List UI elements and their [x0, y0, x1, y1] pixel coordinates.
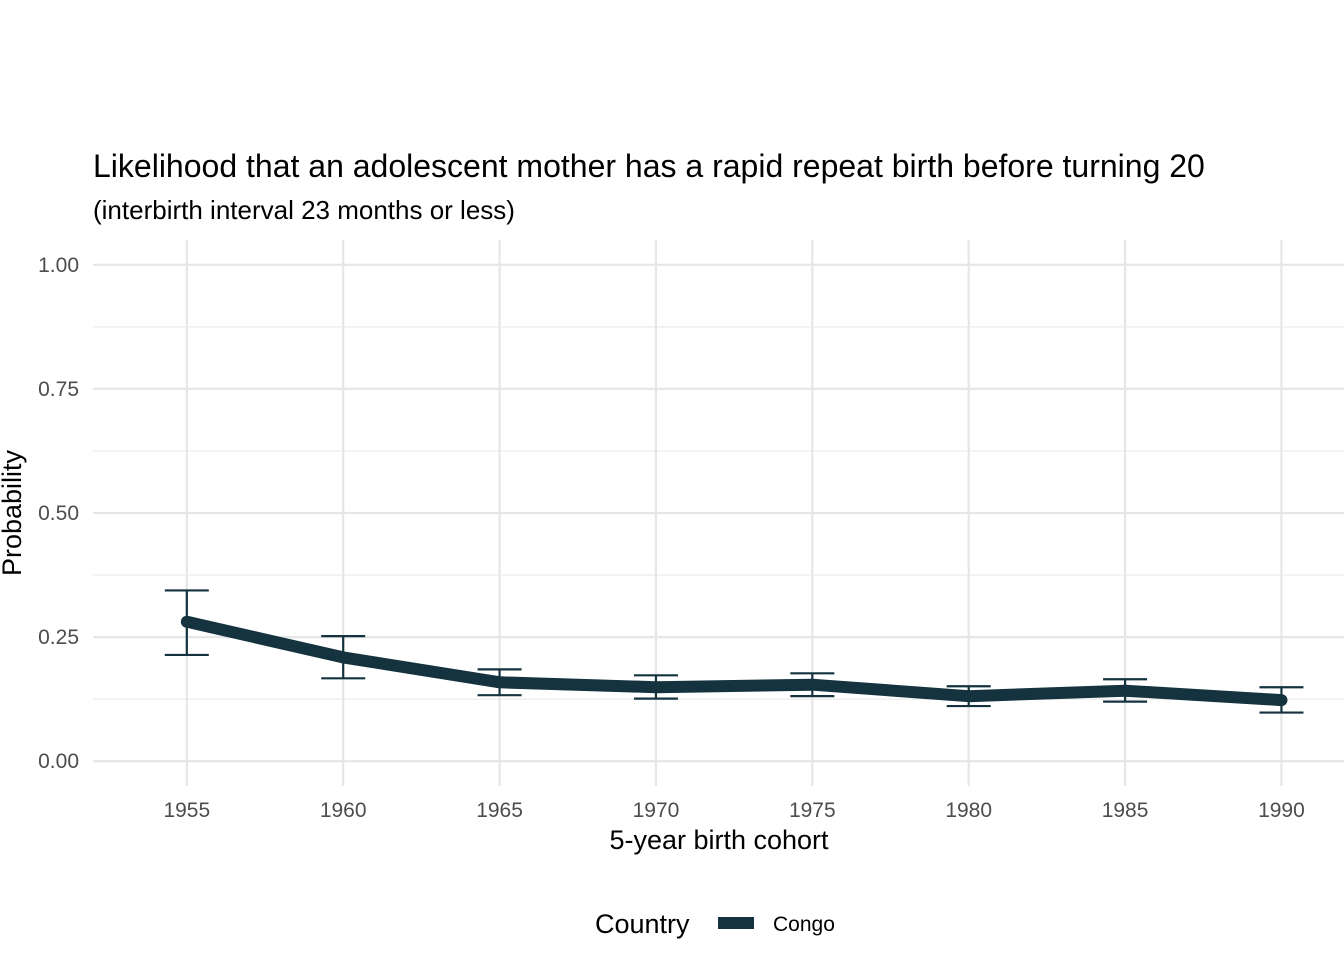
titles: Likelihood that an adolescent mother has…	[93, 148, 1205, 225]
x-axis-ticks: 1955 1960 1965 1970 1975 1980 1985 1990	[163, 799, 1304, 822]
x-tick-label: 1955	[163, 799, 210, 822]
x-tick-label: 1960	[320, 799, 367, 822]
legend-title: Country	[595, 909, 690, 939]
x-tick-label: 1965	[476, 799, 523, 822]
data-point	[337, 651, 350, 664]
x-tick-label: 1970	[633, 799, 680, 822]
data-point	[180, 615, 193, 628]
y-axis-ticks: 0.00 0.25 0.50 0.75 1.00	[38, 254, 79, 773]
y-axis-title: Probability	[0, 449, 27, 576]
y-tick-label: 0.00	[38, 750, 79, 773]
data-point	[1275, 694, 1288, 707]
data-point	[649, 681, 662, 694]
data-point	[1119, 684, 1132, 697]
series-line-congo	[185, 615, 1282, 707]
y-tick-label: 0.75	[38, 378, 79, 401]
y-tick-label: 1.00	[38, 254, 79, 277]
data-point	[493, 676, 506, 689]
chart-title: Likelihood that an adolescent mother has…	[93, 148, 1205, 184]
series-lines	[180, 615, 1288, 707]
data-point	[806, 678, 819, 691]
x-tick-label: 1990	[1258, 799, 1305, 822]
legend-label-congo: Congo	[773, 913, 835, 936]
x-tick-label: 1975	[789, 799, 836, 822]
chart-subtitle: (interbirth interval 23 months or less)	[93, 195, 515, 225]
y-tick-label: 0.25	[38, 626, 79, 649]
x-tick-label: 1985	[1102, 799, 1149, 822]
grid	[93, 240, 1344, 786]
x-tick-label: 1980	[945, 799, 992, 822]
legend: Country Congo	[595, 909, 835, 939]
y-tick-label: 0.50	[38, 502, 79, 525]
data-point	[962, 690, 975, 703]
x-axis-title: 5-year birth cohort	[609, 825, 829, 855]
